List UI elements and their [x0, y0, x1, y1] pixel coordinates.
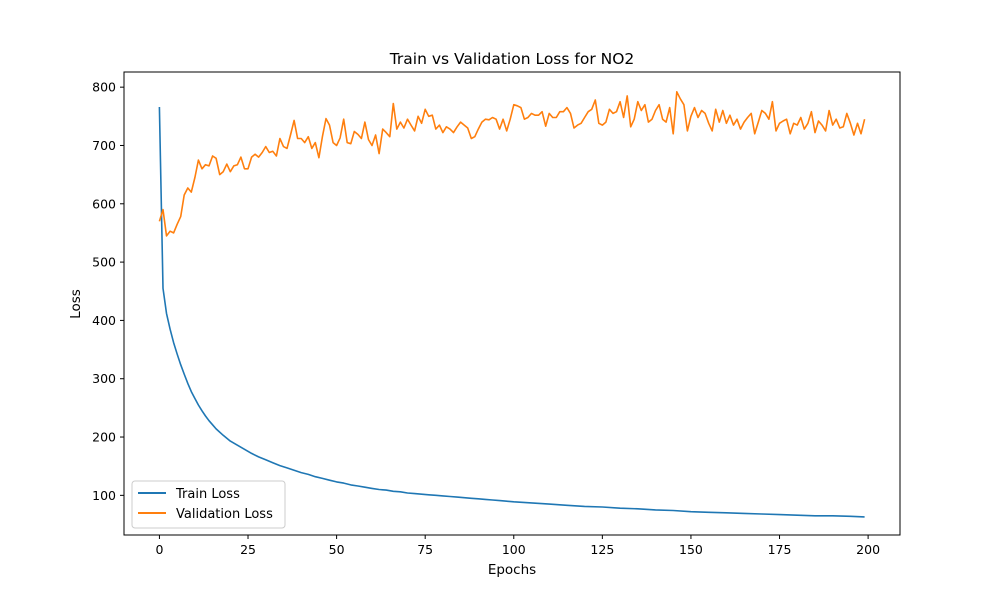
y-axis-label: Loss	[68, 289, 84, 319]
plot-area	[123, 71, 901, 536]
x-tick-label: 0	[155, 542, 163, 557]
chart-title: Train vs Validation Loss for NO2	[389, 50, 635, 68]
legend-label-validation-loss: Validation Loss	[176, 507, 273, 522]
y-tick-label: 500	[92, 255, 116, 270]
y-axis-ticks: 100 200 300 400 500 600 700 800	[92, 80, 124, 503]
chart-legend: Train Loss Validation Loss	[131, 480, 286, 529]
y-tick-label: 300	[92, 371, 116, 386]
x-tick-label: 50	[329, 542, 345, 557]
legend-box	[131, 480, 286, 529]
x-tick-label: 200	[856, 542, 880, 557]
series-layer	[158, 91, 866, 518]
x-tick-label: 75	[417, 542, 433, 557]
y-tick-label: 100	[92, 488, 116, 503]
series-line-train-loss	[158, 106, 865, 518]
x-tick-label: 125	[590, 542, 614, 557]
y-tick-label: 700	[92, 138, 116, 153]
y-tick-label: 200	[92, 430, 116, 445]
axes-frame	[123, 71, 901, 536]
y-tick-label: 400	[92, 313, 116, 328]
x-tick-label: 100	[502, 542, 526, 557]
x-axis-ticks: 0 25 50 75 100 125 150 175 200	[155, 535, 880, 557]
x-axis-label: Epochs	[488, 562, 536, 578]
x-tick-label: 25	[240, 542, 256, 557]
x-tick-label: 175	[768, 542, 792, 557]
x-tick-label: 150	[679, 542, 703, 557]
y-tick-label: 800	[92, 80, 116, 95]
series-line-validation-loss	[158, 91, 866, 237]
y-tick-label: 600	[92, 196, 116, 211]
legend-label-train-loss: Train Loss	[175, 487, 240, 502]
